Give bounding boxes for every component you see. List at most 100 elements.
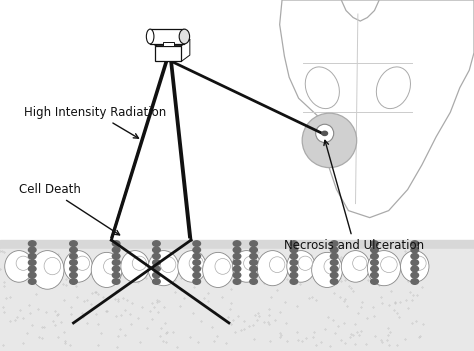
- Circle shape: [371, 241, 378, 246]
- Circle shape: [70, 260, 77, 265]
- Circle shape: [70, 272, 77, 278]
- Bar: [150, 29, 184, 44]
- Circle shape: [411, 247, 419, 253]
- Ellipse shape: [311, 252, 342, 287]
- Ellipse shape: [353, 256, 367, 270]
- Circle shape: [290, 247, 298, 253]
- Ellipse shape: [132, 256, 146, 270]
- Circle shape: [153, 241, 160, 246]
- Circle shape: [28, 279, 36, 284]
- Ellipse shape: [316, 124, 334, 143]
- Circle shape: [153, 253, 160, 259]
- Circle shape: [330, 247, 338, 253]
- Circle shape: [330, 279, 338, 284]
- Circle shape: [250, 247, 257, 253]
- Ellipse shape: [287, 251, 315, 282]
- Circle shape: [371, 272, 378, 278]
- Circle shape: [112, 260, 120, 265]
- Circle shape: [330, 266, 338, 272]
- Circle shape: [28, 260, 36, 265]
- Polygon shape: [280, 0, 474, 218]
- Ellipse shape: [298, 256, 312, 270]
- Ellipse shape: [5, 251, 33, 282]
- Ellipse shape: [401, 251, 429, 282]
- Ellipse shape: [324, 258, 339, 274]
- Ellipse shape: [381, 257, 397, 272]
- Ellipse shape: [244, 256, 258, 270]
- Circle shape: [371, 260, 378, 265]
- Ellipse shape: [257, 251, 288, 286]
- Ellipse shape: [16, 256, 30, 270]
- Circle shape: [411, 241, 419, 246]
- Circle shape: [250, 266, 257, 272]
- Circle shape: [193, 241, 201, 246]
- Bar: [163, 42, 174, 46]
- Ellipse shape: [178, 251, 206, 282]
- Ellipse shape: [64, 251, 92, 282]
- Circle shape: [233, 253, 241, 259]
- Circle shape: [193, 279, 201, 284]
- Circle shape: [153, 260, 160, 265]
- Circle shape: [193, 253, 201, 259]
- Bar: [0, 240, 474, 249]
- Ellipse shape: [121, 251, 149, 282]
- Circle shape: [193, 272, 201, 278]
- Circle shape: [233, 279, 241, 284]
- Circle shape: [290, 241, 298, 246]
- Circle shape: [290, 266, 298, 272]
- Circle shape: [290, 279, 298, 284]
- Ellipse shape: [44, 257, 61, 275]
- Circle shape: [70, 241, 77, 246]
- Ellipse shape: [203, 252, 234, 287]
- Ellipse shape: [103, 258, 119, 274]
- Circle shape: [28, 266, 36, 272]
- Circle shape: [290, 253, 298, 259]
- Circle shape: [330, 241, 338, 246]
- Circle shape: [330, 272, 338, 278]
- Circle shape: [70, 279, 77, 284]
- Ellipse shape: [160, 257, 176, 272]
- Text: High Intensity Radiation: High Intensity Radiation: [24, 106, 166, 138]
- Circle shape: [411, 279, 419, 284]
- Ellipse shape: [31, 251, 64, 289]
- Ellipse shape: [302, 113, 356, 168]
- Circle shape: [250, 253, 257, 259]
- Circle shape: [330, 253, 338, 259]
- Circle shape: [112, 279, 120, 284]
- Ellipse shape: [412, 256, 426, 270]
- Circle shape: [330, 260, 338, 265]
- Circle shape: [193, 266, 201, 272]
- Ellipse shape: [91, 252, 122, 287]
- Ellipse shape: [232, 251, 261, 282]
- Circle shape: [371, 266, 378, 272]
- Circle shape: [411, 272, 419, 278]
- Circle shape: [411, 260, 419, 265]
- Circle shape: [153, 279, 160, 284]
- Ellipse shape: [75, 256, 90, 270]
- Circle shape: [411, 266, 419, 272]
- Bar: [155, 46, 181, 61]
- Circle shape: [233, 247, 241, 253]
- Circle shape: [153, 272, 160, 278]
- Circle shape: [250, 241, 257, 246]
- Circle shape: [112, 266, 120, 272]
- Circle shape: [28, 253, 36, 259]
- Circle shape: [233, 241, 241, 246]
- Circle shape: [233, 266, 241, 272]
- Circle shape: [193, 247, 201, 253]
- Circle shape: [70, 253, 77, 259]
- Circle shape: [233, 260, 241, 265]
- Ellipse shape: [367, 251, 401, 286]
- Circle shape: [112, 247, 120, 253]
- Circle shape: [70, 247, 77, 253]
- Text: Cell Death: Cell Death: [19, 183, 119, 235]
- Text: Necrosis and Ulceration: Necrosis and Ulceration: [284, 140, 425, 252]
- Circle shape: [28, 241, 36, 246]
- Circle shape: [322, 131, 328, 135]
- Circle shape: [153, 266, 160, 272]
- Circle shape: [250, 260, 257, 265]
- Circle shape: [193, 260, 201, 265]
- Circle shape: [70, 266, 77, 272]
- Circle shape: [371, 253, 378, 259]
- Circle shape: [28, 272, 36, 278]
